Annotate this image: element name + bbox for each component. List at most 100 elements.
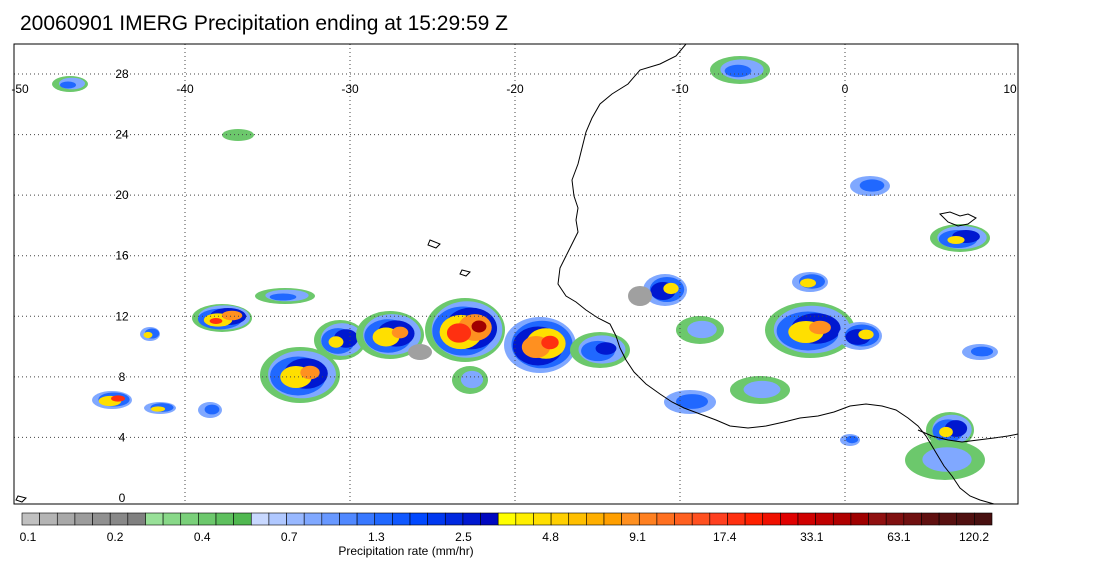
colorbar-bin [250,512,270,526]
colorbar-label: 120.2 [959,530,989,544]
colorbar-bin [868,512,887,526]
colorbar-bin [409,512,428,526]
precip-cell [743,380,781,399]
colorbar-bin [56,512,76,526]
colorbar-title: Precipitation rate (mm/hr) [338,544,473,558]
colorbar [21,512,993,526]
colorbar-bin [674,512,693,526]
precip-cell [922,447,972,472]
colorbar-bin [921,512,940,526]
precip-cell [143,331,153,339]
colorbar-bin [427,512,446,526]
colorbar-bin [533,512,552,526]
colorbar-bin [356,512,376,526]
colorbar-bin [515,512,534,526]
colorbar-bin [797,512,816,526]
colorbar-label: 9.1 [629,530,646,544]
colorbar-bin [621,512,640,526]
colorbar-label: 1.3 [368,530,385,544]
colorbar-bin [92,512,111,526]
precip-cell [595,342,617,355]
precip-cell [300,365,320,380]
colorbar-bin [586,512,605,526]
precip-cell [939,426,953,438]
islands-coastline [15,239,471,503]
precip-cell [800,278,816,288]
precip-cell [209,318,223,324]
colorbar-bin [39,512,58,526]
precip-cell [809,320,831,335]
lake-coastline [938,211,977,227]
colorbar-bin [392,512,411,526]
colorbar-label: 63.1 [887,530,911,544]
colorbar-bin [550,512,570,526]
precip-cell [408,344,432,360]
colorbar-bin [180,512,199,526]
precip-cell [446,323,472,343]
colorbar-label: 33.1 [800,530,824,544]
colorbar-bin [497,512,517,526]
colorbar-label: 0.7 [281,530,298,544]
colorbar-bin [21,512,40,526]
precip-cell [676,394,708,409]
colorbar-bin [145,512,164,526]
precip-cell [541,335,559,350]
colorbar-bin [215,512,234,526]
colorbar-bin [109,512,129,526]
colorbar-label: 0.4 [194,530,211,544]
colorbar-bin [850,512,869,526]
map-title: 20060901 IMERG Precipitation ending at 1… [20,12,508,35]
colorbar-bin [127,512,146,526]
colorbar-bin [568,512,587,526]
colorbar-bin [727,512,746,526]
longitude-label: -40 [176,82,194,96]
precip-cell [328,336,344,348]
longitude-label: -30 [341,82,359,96]
colorbar-bin [268,512,287,526]
colorbar-labels: 0.1 0.2 0.4 0.7 1.3 2.5 4.8 9.1 17.4 33.1 63.1 120.… [20,530,990,544]
latitude-label: 24 [115,128,129,142]
precip-cell [724,64,752,78]
precip-cell [663,282,679,295]
colorbar-bin [303,512,323,526]
precip-cell [970,346,994,357]
latitude-labels: 28 24 20 16 12 8 4 0 [115,67,129,505]
latitude-label: 28 [115,67,129,81]
longitude-label: -20 [506,82,524,96]
colorbar-label: 17.4 [713,530,737,544]
africa-coastline [557,44,995,504]
colorbar-bin [638,512,658,526]
map-grid [14,44,1018,504]
colorbar-bin [974,512,993,526]
colorbar-bin [656,512,675,526]
colorbar-bin [198,512,217,526]
colorbar-bin [374,512,393,526]
colorbar-bin [286,512,305,526]
precip-cell [221,310,243,321]
colorbar-bin [444,512,464,526]
precip-cell [150,406,166,412]
latitude-label: 16 [115,249,129,263]
longitude-label: 10 [1003,82,1017,96]
latitude-label: 20 [115,188,129,202]
colorbar-bin [321,512,340,526]
latitude-label: 0 [119,491,126,505]
precip-cell [947,236,965,244]
colorbar-bin [233,512,252,526]
colorbar-label: 0.2 [107,530,124,544]
precip-cell [859,179,885,192]
map-frame [13,43,1019,505]
colorbar-bin [744,512,764,526]
colorbar-bin [74,512,93,526]
colorbar-bin [903,512,922,526]
colorbar-label: 0.1 [20,530,37,544]
colorbar-bin [956,512,975,526]
precip-cell [391,326,409,339]
precip-cell [628,286,652,306]
colorbar-bin [938,512,958,526]
precip-cell [687,320,717,339]
precip-cell [111,395,125,402]
guinea-gulf-coastline [917,429,1018,443]
colorbar-bin [162,512,182,526]
